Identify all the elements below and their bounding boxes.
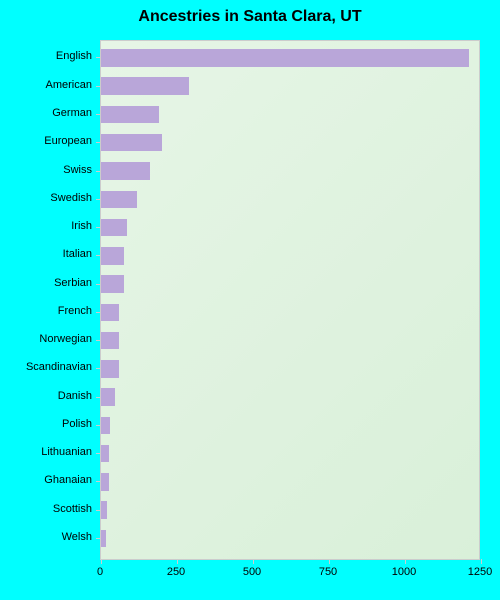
x-axis-label: 750 <box>319 566 337 578</box>
y-axis-label: Norwegian <box>0 333 92 345</box>
x-tick-mark <box>101 559 102 564</box>
y-tick-mark <box>96 453 101 454</box>
y-tick-mark <box>96 340 101 341</box>
bar <box>101 332 119 350</box>
chart-title: Ancestries in Santa Clara, UT <box>0 8 500 26</box>
x-tick-mark <box>405 559 406 564</box>
bar <box>101 247 124 265</box>
bar <box>101 275 124 293</box>
y-axis-label: European <box>0 135 92 147</box>
bar <box>101 77 189 95</box>
page-root: Ancestries in Santa Clara, UT City-Data.… <box>0 0 500 600</box>
bar <box>101 417 110 435</box>
y-tick-mark <box>96 142 101 143</box>
y-axis-label: French <box>0 305 92 317</box>
y-tick-mark <box>96 510 101 511</box>
y-axis-label: Swiss <box>0 164 92 176</box>
y-axis-label: German <box>0 107 92 119</box>
bar <box>101 473 109 491</box>
bar <box>101 134 162 152</box>
y-tick-mark <box>96 227 101 228</box>
y-tick-mark <box>96 481 101 482</box>
y-tick-mark <box>96 57 101 58</box>
y-tick-mark <box>96 397 101 398</box>
bar <box>101 445 109 463</box>
bar <box>101 191 137 209</box>
x-tick-mark <box>329 559 330 564</box>
y-tick-mark <box>96 171 101 172</box>
y-tick-mark <box>96 425 101 426</box>
bar <box>101 501 107 519</box>
y-axis-label: Serbian <box>0 277 92 289</box>
y-tick-mark <box>96 114 101 115</box>
bar <box>101 106 159 124</box>
y-axis-label: Italian <box>0 248 92 260</box>
plot-area: City-Data.com <box>100 40 480 560</box>
y-tick-mark <box>96 284 101 285</box>
y-axis-label: English <box>0 50 92 62</box>
y-tick-mark <box>96 538 101 539</box>
y-axis-label: Swedish <box>0 192 92 204</box>
y-tick-mark <box>96 199 101 200</box>
y-tick-mark <box>96 368 101 369</box>
y-tick-mark <box>96 312 101 313</box>
x-axis-label: 1000 <box>392 566 416 578</box>
x-axis-label: 250 <box>167 566 185 578</box>
y-axis-label: Scottish <box>0 503 92 515</box>
y-axis-label: Danish <box>0 390 92 402</box>
x-tick-mark <box>481 559 482 564</box>
bar <box>101 360 119 378</box>
bar <box>101 388 115 406</box>
x-tick-mark <box>177 559 178 564</box>
y-axis-label: Welsh <box>0 531 92 543</box>
x-axis-label: 500 <box>243 566 261 578</box>
bar <box>101 49 469 67</box>
bar <box>101 219 127 237</box>
y-axis-label: Ghanaian <box>0 474 92 486</box>
y-axis-label: Lithuanian <box>0 446 92 458</box>
x-axis-label: 0 <box>97 566 103 578</box>
y-axis-label: Scandinavian <box>0 361 92 373</box>
x-tick-mark <box>253 559 254 564</box>
y-axis-label: Polish <box>0 418 92 430</box>
bar <box>101 530 106 548</box>
bar <box>101 162 150 180</box>
y-axis-label: American <box>0 79 92 91</box>
y-axis-label: Irish <box>0 220 92 232</box>
x-axis-label: 1250 <box>468 566 492 578</box>
y-tick-mark <box>96 86 101 87</box>
y-tick-mark <box>96 255 101 256</box>
bar <box>101 304 119 322</box>
